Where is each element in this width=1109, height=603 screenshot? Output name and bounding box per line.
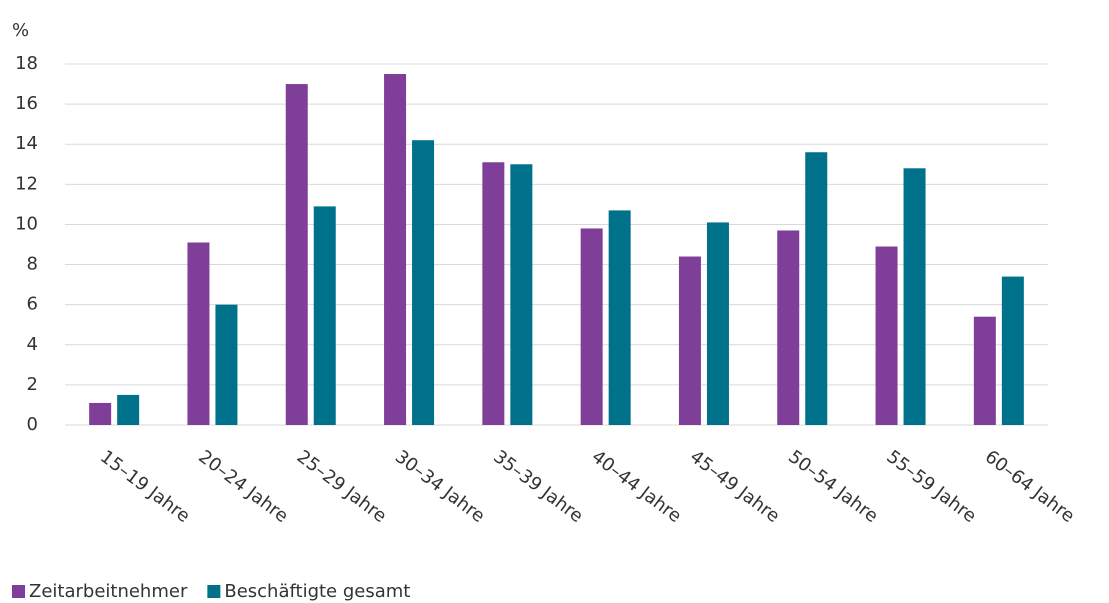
bar <box>412 140 435 425</box>
y-tick-label: 12 <box>15 173 38 194</box>
x-tick-label: 50–54 Jahre <box>784 446 882 527</box>
bar <box>482 162 505 425</box>
x-tick-label: 30–34 Jahre <box>391 446 489 527</box>
y-tick-label: 14 <box>15 133 38 154</box>
bar <box>89 402 112 425</box>
bar <box>285 84 308 426</box>
bar <box>117 394 140 425</box>
bar <box>875 246 898 425</box>
y-tick-label: 6 <box>27 294 38 315</box>
y-tick-label: 18 <box>15 53 38 74</box>
x-tick-label: 20–24 Jahre <box>194 446 292 527</box>
bar <box>903 168 926 426</box>
legend-label: Beschäftigte gesamt <box>224 581 410 602</box>
bar <box>384 74 407 426</box>
legend-swatch <box>12 585 25 598</box>
x-tick-label: 25–29 Jahre <box>293 446 391 527</box>
x-tick-label: 40–44 Jahre <box>588 446 686 527</box>
x-tick-label: 60–64 Jahre <box>981 446 1079 527</box>
bar <box>608 210 631 425</box>
x-tick-label: 15–19 Jahre <box>96 446 194 527</box>
y-tick-label: 4 <box>27 334 38 355</box>
bar <box>313 206 336 425</box>
legend-label: Zeitarbeitnehmer <box>29 581 188 602</box>
y-tick-label: 2 <box>27 374 38 395</box>
y-tick-label: 0 <box>27 414 38 435</box>
bar <box>973 316 996 425</box>
bar <box>777 230 800 425</box>
x-tick-label: 45–49 Jahre <box>686 446 784 527</box>
y-tick-label: 8 <box>27 254 38 275</box>
y-tick-label: 10 <box>15 213 38 234</box>
y-axis-label: % <box>12 20 29 41</box>
bar <box>215 304 238 425</box>
bar <box>510 164 533 425</box>
bar <box>805 152 828 425</box>
bar <box>678 256 701 425</box>
bar <box>187 242 210 425</box>
bar <box>1001 276 1024 425</box>
x-tick-label: 55–59 Jahre <box>883 446 981 527</box>
bar <box>706 222 729 425</box>
x-tick-label: 35–39 Jahre <box>489 446 587 527</box>
bar <box>580 228 603 425</box>
y-tick-label: 16 <box>15 93 38 114</box>
legend-swatch <box>207 585 221 598</box>
